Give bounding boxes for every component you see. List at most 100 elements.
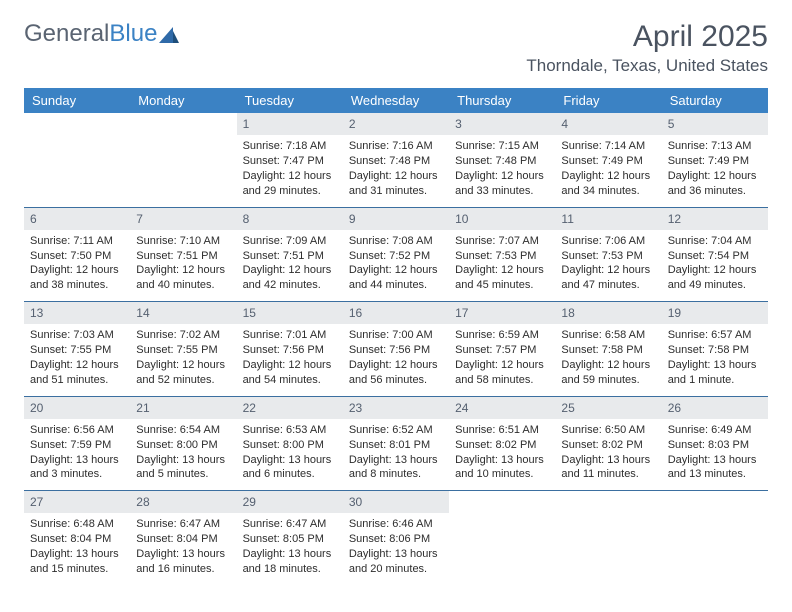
day-info-line: Daylight: 12 hours <box>30 358 124 373</box>
calendar-week-row: 1Sunrise: 7:18 AMSunset: 7:47 PMDaylight… <box>24 113 768 208</box>
calendar-day-cell: 10Sunrise: 7:07 AMSunset: 7:53 PMDayligh… <box>449 208 555 302</box>
day-number: 23 <box>343 397 449 419</box>
day-info-line: and 11 minutes. <box>561 467 655 482</box>
day-info-line: Sunset: 7:56 PM <box>349 343 443 358</box>
day-info-line: Sunset: 7:48 PM <box>455 154 549 169</box>
day-info-line: Sunrise: 7:14 AM <box>561 139 655 154</box>
calendar-week-row: 13Sunrise: 7:03 AMSunset: 7:55 PMDayligh… <box>24 302 768 397</box>
day-header-cell: Wednesday <box>343 88 449 113</box>
day-header-cell: Thursday <box>449 88 555 113</box>
calendar-header-row: SundayMondayTuesdayWednesdayThursdayFrid… <box>24 88 768 113</box>
day-info-line: Daylight: 12 hours <box>561 169 655 184</box>
calendar-day-cell: 19Sunrise: 6:57 AMSunset: 7:58 PMDayligh… <box>662 302 768 396</box>
day-info-line: Sunrise: 6:46 AM <box>349 517 443 532</box>
day-info-line: Sunrise: 6:57 AM <box>668 328 762 343</box>
calendar-day-cell: 18Sunrise: 6:58 AMSunset: 7:58 PMDayligh… <box>555 302 661 396</box>
calendar-day-cell: 11Sunrise: 7:06 AMSunset: 7:53 PMDayligh… <box>555 208 661 302</box>
day-info-line: Daylight: 13 hours <box>136 453 230 468</box>
day-info-line: Daylight: 12 hours <box>243 358 337 373</box>
day-info-line: Daylight: 13 hours <box>561 453 655 468</box>
day-info-line: Daylight: 12 hours <box>243 263 337 278</box>
day-number: 25 <box>555 397 661 419</box>
day-info-line: Daylight: 12 hours <box>136 263 230 278</box>
day-info-line: Sunrise: 7:06 AM <box>561 234 655 249</box>
day-header-cell: Friday <box>555 88 661 113</box>
day-info-line: Daylight: 13 hours <box>136 547 230 562</box>
day-number: 11 <box>555 208 661 230</box>
day-info-line: Sunset: 8:02 PM <box>561 438 655 453</box>
day-info-line: Sunrise: 6:47 AM <box>136 517 230 532</box>
day-info-line: and 15 minutes. <box>30 562 124 577</box>
logo-text-blue: Blue <box>109 20 157 48</box>
day-info-line: and 42 minutes. <box>243 278 337 293</box>
day-info-line: Sunrise: 7:09 AM <box>243 234 337 249</box>
day-info-line: and 20 minutes. <box>349 562 443 577</box>
day-number: 10 <box>449 208 555 230</box>
location-subtitle: Thorndale, Texas, United States <box>526 56 768 76</box>
day-info-line: Daylight: 12 hours <box>561 358 655 373</box>
day-number: 8 <box>237 208 343 230</box>
day-info-line: Sunrise: 6:50 AM <box>561 423 655 438</box>
day-info-line: and 58 minutes. <box>455 373 549 388</box>
day-info-line: Sunset: 8:04 PM <box>30 532 124 547</box>
day-info-line: Daylight: 12 hours <box>136 358 230 373</box>
calendar-empty-cell <box>662 491 768 585</box>
day-info-line: Daylight: 12 hours <box>243 169 337 184</box>
day-info-line: and 5 minutes. <box>136 467 230 482</box>
day-info-line: and 1 minute. <box>668 373 762 388</box>
day-info-line: Daylight: 12 hours <box>561 263 655 278</box>
calendar-day-cell: 27Sunrise: 6:48 AMSunset: 8:04 PMDayligh… <box>24 491 130 585</box>
day-info-line: Sunrise: 7:10 AM <box>136 234 230 249</box>
day-info-line: and 36 minutes. <box>668 184 762 199</box>
calendar-day-cell: 12Sunrise: 7:04 AMSunset: 7:54 PMDayligh… <box>662 208 768 302</box>
day-info-line: Sunset: 7:51 PM <box>243 249 337 264</box>
day-info-line: and 59 minutes. <box>561 373 655 388</box>
calendar-day-cell: 3Sunrise: 7:15 AMSunset: 7:48 PMDaylight… <box>449 113 555 207</box>
day-info-line: Sunset: 8:00 PM <box>136 438 230 453</box>
day-number: 13 <box>24 302 130 324</box>
day-info-line: Daylight: 12 hours <box>668 169 762 184</box>
day-info-line: Daylight: 13 hours <box>668 453 762 468</box>
day-info-line: Sunrise: 7:16 AM <box>349 139 443 154</box>
calendar-day-cell: 4Sunrise: 7:14 AMSunset: 7:49 PMDaylight… <box>555 113 661 207</box>
logo: General Blue <box>24 20 179 48</box>
header: General Blue April 2025 Thorndale, Texas… <box>24 20 768 76</box>
day-info-line: Daylight: 13 hours <box>30 453 124 468</box>
day-info-line: Sunrise: 6:49 AM <box>668 423 762 438</box>
day-info-line: Sunrise: 6:52 AM <box>349 423 443 438</box>
day-number: 9 <box>343 208 449 230</box>
calendar-week-row: 27Sunrise: 6:48 AMSunset: 8:04 PMDayligh… <box>24 491 768 585</box>
calendar-day-cell: 7Sunrise: 7:10 AMSunset: 7:51 PMDaylight… <box>130 208 236 302</box>
day-info-line: and 54 minutes. <box>243 373 337 388</box>
calendar-day-cell: 8 Sunrise: 7:09 AMSunset: 7:51 PMDaylight… <box>237 208 343 302</box>
day-info-line: Sunrise: 6:54 AM <box>136 423 230 438</box>
calendar-day-cell: 2Sunrise: 7:16 AMSunset: 7:48 PMDaylight… <box>343 113 449 207</box>
day-info-line: Daylight: 12 hours <box>455 263 549 278</box>
day-info-line: Sunrise: 7:18 AM <box>243 139 337 154</box>
calendar-day-cell: 16Sunrise: 7:00 AMSunset: 7:56 PMDayligh… <box>343 302 449 396</box>
day-info-line: Sunrise: 6:56 AM <box>30 423 124 438</box>
day-info-line: and 31 minutes. <box>349 184 443 199</box>
day-info-line: and 13 minutes. <box>668 467 762 482</box>
calendar-empty-cell <box>555 491 661 585</box>
day-info-line: Sunrise: 7:00 AM <box>349 328 443 343</box>
day-info-line: Daylight: 13 hours <box>243 453 337 468</box>
day-number: 2 <box>343 113 449 135</box>
day-number: 21 <box>130 397 236 419</box>
day-info-line: Daylight: 13 hours <box>668 358 762 373</box>
calendar-day-cell: 22Sunrise: 6:53 AMSunset: 8:00 PMDayligh… <box>237 397 343 491</box>
day-info-line: and 56 minutes. <box>349 373 443 388</box>
day-info-line: Daylight: 12 hours <box>349 263 443 278</box>
day-info-line: Sunset: 7:47 PM <box>243 154 337 169</box>
day-info-line: Sunset: 7:56 PM <box>243 343 337 358</box>
day-info-line: Sunset: 8:00 PM <box>243 438 337 453</box>
calendar: SundayMondayTuesdayWednesdayThursdayFrid… <box>24 88 768 585</box>
day-info-line: Sunset: 8:01 PM <box>349 438 443 453</box>
day-info-line: Sunset: 7:49 PM <box>668 154 762 169</box>
day-info-line: Sunset: 7:55 PM <box>136 343 230 358</box>
day-info-line: and 47 minutes. <box>561 278 655 293</box>
day-info-line: Sunset: 7:55 PM <box>30 343 124 358</box>
day-number: 28 <box>130 491 236 513</box>
day-info-line: Sunset: 8:06 PM <box>349 532 443 547</box>
day-info-line: and 38 minutes. <box>30 278 124 293</box>
